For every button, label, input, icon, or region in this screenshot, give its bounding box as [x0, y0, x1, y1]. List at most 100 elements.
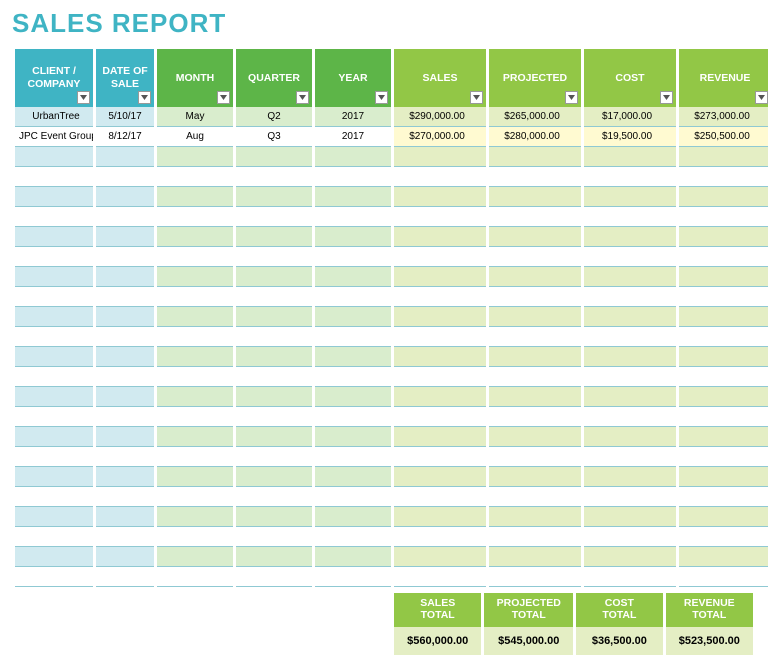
- table-cell[interactable]: [236, 387, 312, 407]
- table-cell[interactable]: [157, 547, 233, 567]
- table-cell[interactable]: [236, 247, 312, 267]
- table-cell[interactable]: [96, 547, 154, 567]
- table-cell[interactable]: UrbanTree: [15, 107, 93, 127]
- table-cell[interactable]: [315, 387, 391, 407]
- table-cell[interactable]: [236, 187, 312, 207]
- table-cell[interactable]: [489, 427, 581, 447]
- table-cell[interactable]: [157, 347, 233, 367]
- table-cell[interactable]: [315, 547, 391, 567]
- table-cell[interactable]: [96, 407, 154, 427]
- table-cell[interactable]: [315, 487, 391, 507]
- table-cell[interactable]: $270,000.00: [394, 127, 486, 147]
- table-cell[interactable]: [96, 387, 154, 407]
- table-cell[interactable]: [15, 207, 93, 227]
- table-cell[interactable]: [679, 387, 768, 407]
- table-cell[interactable]: [315, 527, 391, 547]
- table-cell[interactable]: [96, 447, 154, 467]
- table-cell[interactable]: [157, 147, 233, 167]
- table-cell[interactable]: [394, 327, 486, 347]
- table-cell[interactable]: [584, 567, 676, 587]
- table-cell[interactable]: [584, 467, 676, 487]
- table-cell[interactable]: [96, 287, 154, 307]
- table-cell[interactable]: [157, 367, 233, 387]
- table-cell[interactable]: [394, 247, 486, 267]
- filter-dropdown-icon[interactable]: [375, 91, 388, 104]
- table-cell[interactable]: [157, 267, 233, 287]
- table-cell[interactable]: [394, 207, 486, 227]
- table-cell[interactable]: [157, 327, 233, 347]
- table-cell[interactable]: [584, 407, 676, 427]
- table-cell[interactable]: [157, 527, 233, 547]
- table-cell[interactable]: [96, 507, 154, 527]
- table-cell[interactable]: 2017: [315, 127, 391, 147]
- table-cell[interactable]: [157, 467, 233, 487]
- table-cell[interactable]: [679, 527, 768, 547]
- table-cell[interactable]: [96, 527, 154, 547]
- filter-dropdown-icon[interactable]: [470, 91, 483, 104]
- table-cell[interactable]: [584, 527, 676, 547]
- table-cell[interactable]: [584, 247, 676, 267]
- table-cell[interactable]: [96, 187, 154, 207]
- table-cell[interactable]: [236, 287, 312, 307]
- table-cell[interactable]: [236, 547, 312, 567]
- table-cell[interactable]: [15, 467, 93, 487]
- table-cell[interactable]: [679, 547, 768, 567]
- table-cell[interactable]: [15, 327, 93, 347]
- table-cell[interactable]: [315, 507, 391, 527]
- table-cell[interactable]: [236, 367, 312, 387]
- table-cell[interactable]: [489, 207, 581, 227]
- table-cell[interactable]: [15, 187, 93, 207]
- table-cell[interactable]: [584, 187, 676, 207]
- table-cell[interactable]: [489, 547, 581, 567]
- table-cell[interactable]: [489, 227, 581, 247]
- table-cell[interactable]: [236, 487, 312, 507]
- table-cell[interactable]: [96, 467, 154, 487]
- table-cell[interactable]: [315, 467, 391, 487]
- table-cell[interactable]: [96, 247, 154, 267]
- table-cell[interactable]: [236, 207, 312, 227]
- table-cell[interactable]: [15, 267, 93, 287]
- table-cell[interactable]: [394, 527, 486, 547]
- filter-dropdown-icon[interactable]: [755, 91, 768, 104]
- table-cell[interactable]: [15, 147, 93, 167]
- table-cell[interactable]: [584, 507, 676, 527]
- table-cell[interactable]: [236, 267, 312, 287]
- table-cell[interactable]: [394, 367, 486, 387]
- table-cell[interactable]: [157, 307, 233, 327]
- table-cell[interactable]: [96, 307, 154, 327]
- table-cell[interactable]: [236, 167, 312, 187]
- table-cell[interactable]: [157, 287, 233, 307]
- table-cell[interactable]: Aug: [157, 127, 233, 147]
- filter-dropdown-icon[interactable]: [660, 91, 673, 104]
- table-cell[interactable]: 5/10/17: [96, 107, 154, 127]
- table-cell[interactable]: [394, 167, 486, 187]
- table-cell[interactable]: [394, 347, 486, 367]
- table-cell[interactable]: [584, 267, 676, 287]
- table-cell[interactable]: [394, 187, 486, 207]
- table-cell[interactable]: [96, 567, 154, 587]
- table-cell[interactable]: [679, 467, 768, 487]
- table-cell[interactable]: [584, 447, 676, 467]
- table-cell[interactable]: [489, 327, 581, 347]
- table-cell[interactable]: [15, 247, 93, 267]
- table-cell[interactable]: [96, 147, 154, 167]
- table-cell[interactable]: [489, 287, 581, 307]
- table-cell[interactable]: [96, 207, 154, 227]
- table-cell[interactable]: [679, 167, 768, 187]
- table-cell[interactable]: [584, 347, 676, 367]
- table-cell[interactable]: [15, 507, 93, 527]
- table-cell[interactable]: [679, 507, 768, 527]
- table-cell[interactable]: [315, 267, 391, 287]
- table-cell[interactable]: [679, 487, 768, 507]
- table-cell[interactable]: [489, 387, 581, 407]
- table-cell[interactable]: [489, 527, 581, 547]
- table-cell[interactable]: [584, 147, 676, 167]
- table-cell[interactable]: [394, 307, 486, 327]
- table-cell[interactable]: [679, 287, 768, 307]
- table-cell[interactable]: [489, 187, 581, 207]
- table-cell[interactable]: $273,000.00: [679, 107, 768, 127]
- table-cell[interactable]: [679, 267, 768, 287]
- table-cell[interactable]: [236, 347, 312, 367]
- table-cell[interactable]: [489, 407, 581, 427]
- table-cell[interactable]: [394, 567, 486, 587]
